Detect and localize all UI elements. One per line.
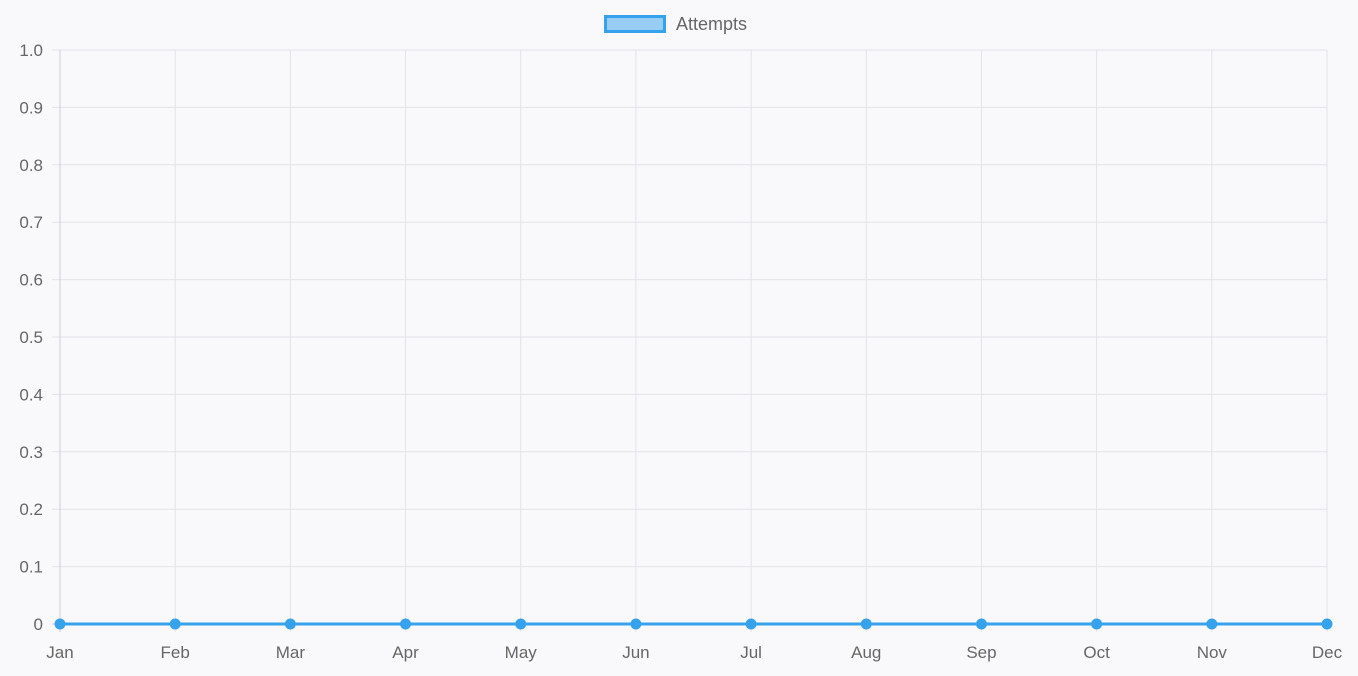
x-tick-label: Jul xyxy=(740,643,762,662)
data-point xyxy=(169,618,181,630)
y-tick-label: 0.4 xyxy=(19,385,43,404)
data-point xyxy=(975,618,987,630)
y-tick-label: 0.2 xyxy=(19,500,43,519)
legend[interactable]: Attempts xyxy=(604,12,747,36)
y-tick-label: 0 xyxy=(34,615,43,634)
x-tick-label: Apr xyxy=(392,643,419,662)
x-tick-label: Aug xyxy=(851,643,881,662)
data-point xyxy=(400,618,412,630)
y-tick-label: 0.3 xyxy=(19,443,43,462)
data-point xyxy=(860,618,872,630)
x-tick-label: Feb xyxy=(161,643,190,662)
x-tick-label: Dec xyxy=(1312,643,1343,662)
data-point xyxy=(1091,618,1103,630)
x-tick-label: Sep xyxy=(966,643,996,662)
x-tick-label: Nov xyxy=(1197,643,1228,662)
x-tick-label: Mar xyxy=(276,643,306,662)
grid-lines xyxy=(52,49,1328,632)
series-attempts xyxy=(54,618,1333,630)
data-point xyxy=(54,618,66,630)
data-point xyxy=(745,618,757,630)
y-tick-label: 0.7 xyxy=(19,213,43,232)
y-tick-label: 0.6 xyxy=(19,271,43,290)
y-tick-label: 0.8 xyxy=(19,156,43,175)
x-tick-label: May xyxy=(505,643,538,662)
legend-swatch-attempts xyxy=(604,15,666,33)
data-point xyxy=(1321,618,1333,630)
legend-label-attempts: Attempts xyxy=(676,13,748,34)
x-tick-label: Jan xyxy=(46,643,73,662)
x-tick-label: Oct xyxy=(1083,643,1110,662)
y-tick-label: 0.1 xyxy=(19,558,43,577)
y-tick-label: 0.9 xyxy=(19,98,43,117)
y-tick-label: 0.5 xyxy=(19,328,43,347)
data-point xyxy=(1206,618,1218,630)
data-point xyxy=(284,618,296,630)
data-point xyxy=(630,618,642,630)
x-tick-label: Jun xyxy=(622,643,649,662)
data-point xyxy=(515,618,527,630)
y-tick-label: 1.0 xyxy=(19,41,43,60)
